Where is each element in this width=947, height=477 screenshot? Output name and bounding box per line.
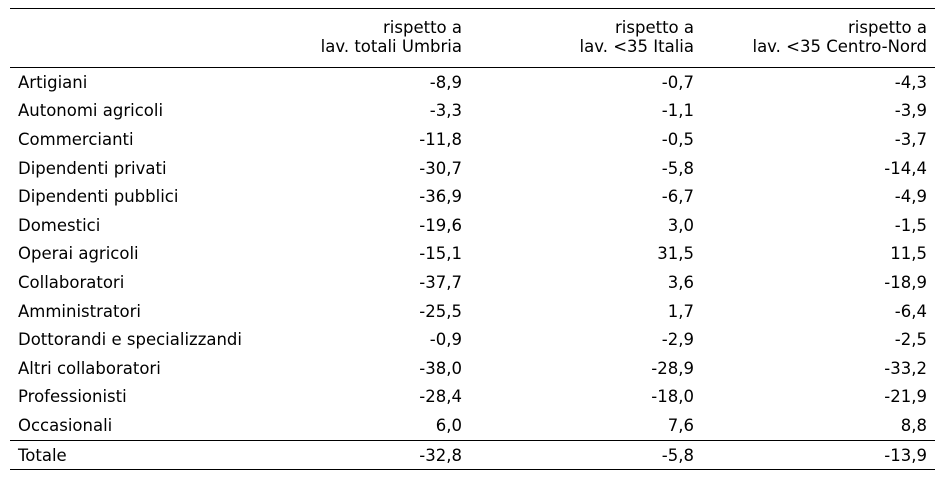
table-row: Operai agricoli -15,1 31,5 11,5 bbox=[10, 240, 935, 269]
table-row: Occasionali 6,0 7,6 8,8 bbox=[10, 411, 935, 440]
cell-value-col-2: 3,0 bbox=[667, 215, 694, 235]
column-header-3-line2: lav. <35 Centro-Nord bbox=[702, 37, 935, 68]
row-label: Altri collaboratori bbox=[18, 358, 161, 378]
cell-value-col-1: -36,9 bbox=[419, 187, 462, 207]
data-table: rispetto a rispetto a rispetto a lav. to… bbox=[10, 8, 935, 471]
cell-value-col-2: 7,6 bbox=[667, 415, 694, 435]
column-header-2-line1: rispetto a bbox=[470, 8, 702, 37]
cell-value-col-1: -0,9 bbox=[429, 330, 462, 350]
cell-value-col-2: -2,9 bbox=[661, 330, 694, 350]
cell-value-col-3: -18,9 bbox=[884, 272, 927, 292]
cell-value-col-2: -18,0 bbox=[651, 387, 694, 407]
column-header-2-line2: lav. <35 Italia bbox=[470, 37, 702, 68]
row-label: Autonomi agricoli bbox=[18, 101, 164, 121]
header-blank-2 bbox=[10, 37, 300, 68]
row-label: Totale bbox=[10, 439, 300, 471]
cell-value-col-2: -1,1 bbox=[661, 101, 694, 121]
column-header-1-line1: rispetto a bbox=[300, 8, 470, 37]
cell-value-col-1: -38,0 bbox=[419, 358, 462, 378]
cell-value-col-1: -3,3 bbox=[429, 101, 462, 121]
cell-value-col-3: -4,9 bbox=[894, 187, 927, 207]
column-header-3-line1: rispetto a bbox=[702, 8, 935, 37]
cell-value-col-3: -14,4 bbox=[884, 158, 927, 178]
table-body: Artigiani -8,9 -0,7 -4,3 Autonomi agricoli -3… bbox=[10, 68, 935, 471]
cell-value-col-2: -5,8 bbox=[470, 439, 702, 471]
cell-value-col-1: -15,1 bbox=[419, 244, 462, 264]
cell-value-col-3: -33,2 bbox=[884, 358, 927, 378]
row-label: Dipendenti privati bbox=[18, 158, 167, 178]
row-label: Commercianti bbox=[18, 129, 134, 149]
row-label: Dipendenti pubblici bbox=[18, 187, 179, 207]
table-row: Dottorandi e specializzandi -0,9 -2,9 -2,5 bbox=[10, 325, 935, 354]
column-header-1-line2: lav. totali Umbria bbox=[300, 37, 470, 68]
row-label: Professionisti bbox=[18, 387, 127, 407]
table-row: Collaboratori -37,7 3,6 -18,9 bbox=[10, 268, 935, 297]
cell-value-col-3: -6,4 bbox=[894, 301, 927, 321]
cell-value-col-2: 1,7 bbox=[667, 301, 694, 321]
row-label: Domestici bbox=[18, 215, 101, 235]
table-row: Amministratori -25,5 1,7 -6,4 bbox=[10, 297, 935, 326]
header-blank bbox=[10, 8, 300, 37]
table-row: Domestici -19,6 3,0 -1,5 bbox=[10, 211, 935, 240]
table-row: Professionisti -28,4 -18,0 -21,9 bbox=[10, 383, 935, 412]
row-label: Artigiani bbox=[18, 72, 88, 92]
cell-value-col-3: -3,9 bbox=[894, 101, 927, 121]
cell-value-col-2: -28,9 bbox=[651, 358, 694, 378]
row-label: Operai agricoli bbox=[18, 244, 139, 264]
cell-value-col-3: -4,3 bbox=[894, 72, 927, 92]
cell-value-col-1: 6,0 bbox=[435, 415, 462, 435]
table-row: Dipendenti privati -30,7 -5,8 -14,4 bbox=[10, 154, 935, 183]
cell-value-col-3: -1,5 bbox=[894, 215, 927, 235]
cell-value-col-2: -5,8 bbox=[661, 158, 694, 178]
table-row: Commercianti -11,8 -0,5 -3,7 bbox=[10, 125, 935, 154]
cell-value-col-1: -32,8 bbox=[300, 439, 470, 471]
cell-value-col-1: -37,7 bbox=[419, 272, 462, 292]
cell-value-col-1: -8,9 bbox=[429, 72, 462, 92]
table-row: Autonomi agricoli -3,3 -1,1 -3,9 bbox=[10, 97, 935, 126]
total-row: Totale -32,8 -5,8 -13,9 bbox=[10, 439, 935, 471]
cell-value-col-1: -28,4 bbox=[419, 387, 462, 407]
cell-value-col-1: -11,8 bbox=[419, 129, 462, 149]
cell-value-col-3: 11,5 bbox=[890, 244, 927, 264]
cell-value-col-2: -0,7 bbox=[661, 72, 694, 92]
row-label: Amministratori bbox=[18, 301, 141, 321]
row-label: Collaboratori bbox=[18, 272, 125, 292]
cell-value-col-1: -30,7 bbox=[419, 158, 462, 178]
table-header: rispetto a rispetto a rispetto a lav. to… bbox=[10, 8, 935, 68]
table-row: Artigiani -8,9 -0,7 -4,3 bbox=[10, 68, 935, 97]
cell-value-col-3: -3,7 bbox=[894, 129, 927, 149]
cell-value-col-1: -19,6 bbox=[419, 215, 462, 235]
cell-value-col-1: -25,5 bbox=[419, 301, 462, 321]
cell-value-col-3: -2,5 bbox=[894, 330, 927, 350]
table-row: Altri collaboratori -38,0 -28,9 -33,2 bbox=[10, 354, 935, 383]
cell-value-col-2: 3,6 bbox=[667, 272, 694, 292]
cell-value-col-3: -21,9 bbox=[884, 387, 927, 407]
cell-value-col-2: -6,7 bbox=[661, 187, 694, 207]
row-label: Occasionali bbox=[18, 415, 113, 435]
table-row: Dipendenti pubblici -36,9 -6,7 -4,9 bbox=[10, 182, 935, 211]
cell-value-col-3: 8,8 bbox=[900, 415, 927, 435]
cell-value-col-3: -13,9 bbox=[702, 439, 935, 471]
row-label: Dottorandi e specializzandi bbox=[18, 330, 242, 350]
cell-value-col-2: -0,5 bbox=[661, 129, 694, 149]
cell-value-col-2: 31,5 bbox=[657, 244, 694, 264]
